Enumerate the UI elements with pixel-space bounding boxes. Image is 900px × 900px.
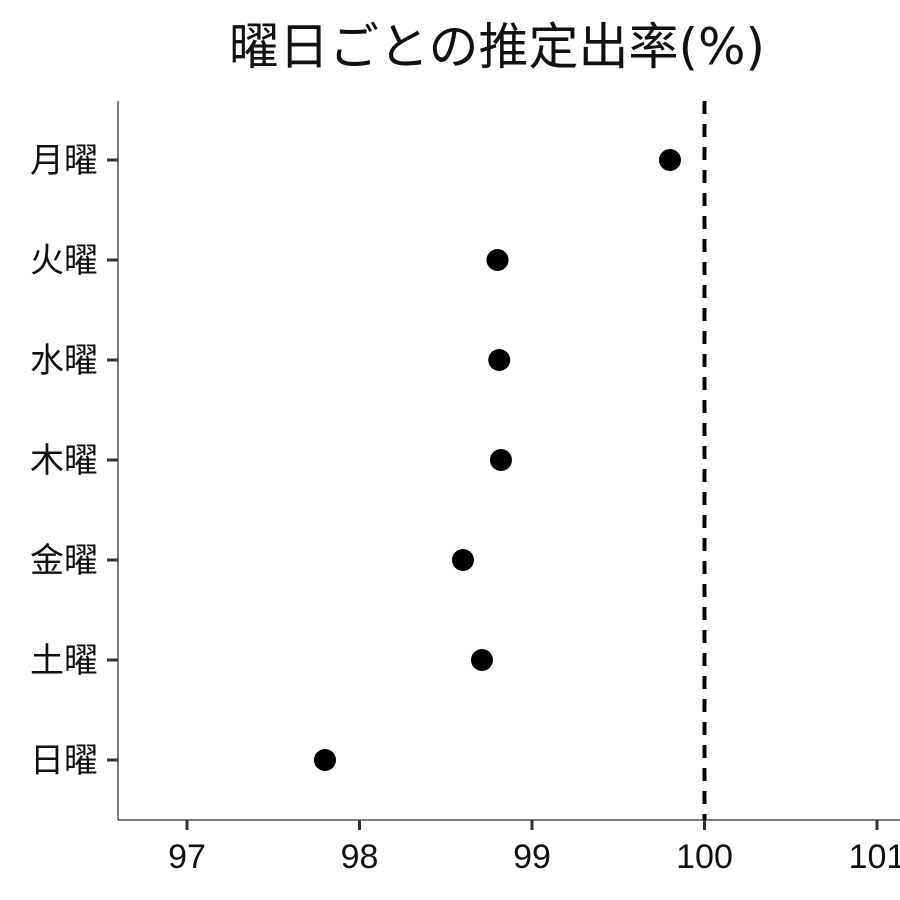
- y-tick-label: 木曜: [30, 441, 98, 481]
- y-tick-label: 土曜: [30, 641, 98, 681]
- x-tick-label: 97: [168, 838, 206, 876]
- data-point: [488, 349, 511, 371]
- y-tick-label: 火曜: [30, 241, 98, 281]
- y-tick-label: 月曜: [30, 141, 98, 181]
- y-tick-label: 金曜: [30, 541, 98, 581]
- x-tick-label: 100: [676, 838, 733, 876]
- data-point: [452, 549, 474, 571]
- data-point: [489, 449, 512, 471]
- data-point: [470, 649, 493, 671]
- x-tick-label: 101: [849, 838, 900, 876]
- y-tick-label: 日曜: [30, 741, 98, 781]
- chart-title: 曜日ごとの推定出率(%): [229, 18, 765, 76]
- y-tick-label: 水曜: [30, 341, 98, 381]
- data-point: [659, 149, 681, 171]
- x-axis: 97 98 99 100 101: [168, 820, 900, 876]
- data-point: [486, 249, 509, 271]
- x-tick-label: 98: [341, 838, 379, 876]
- points: [314, 149, 681, 771]
- data-point: [314, 749, 336, 771]
- x-tick-label: 99: [513, 838, 551, 876]
